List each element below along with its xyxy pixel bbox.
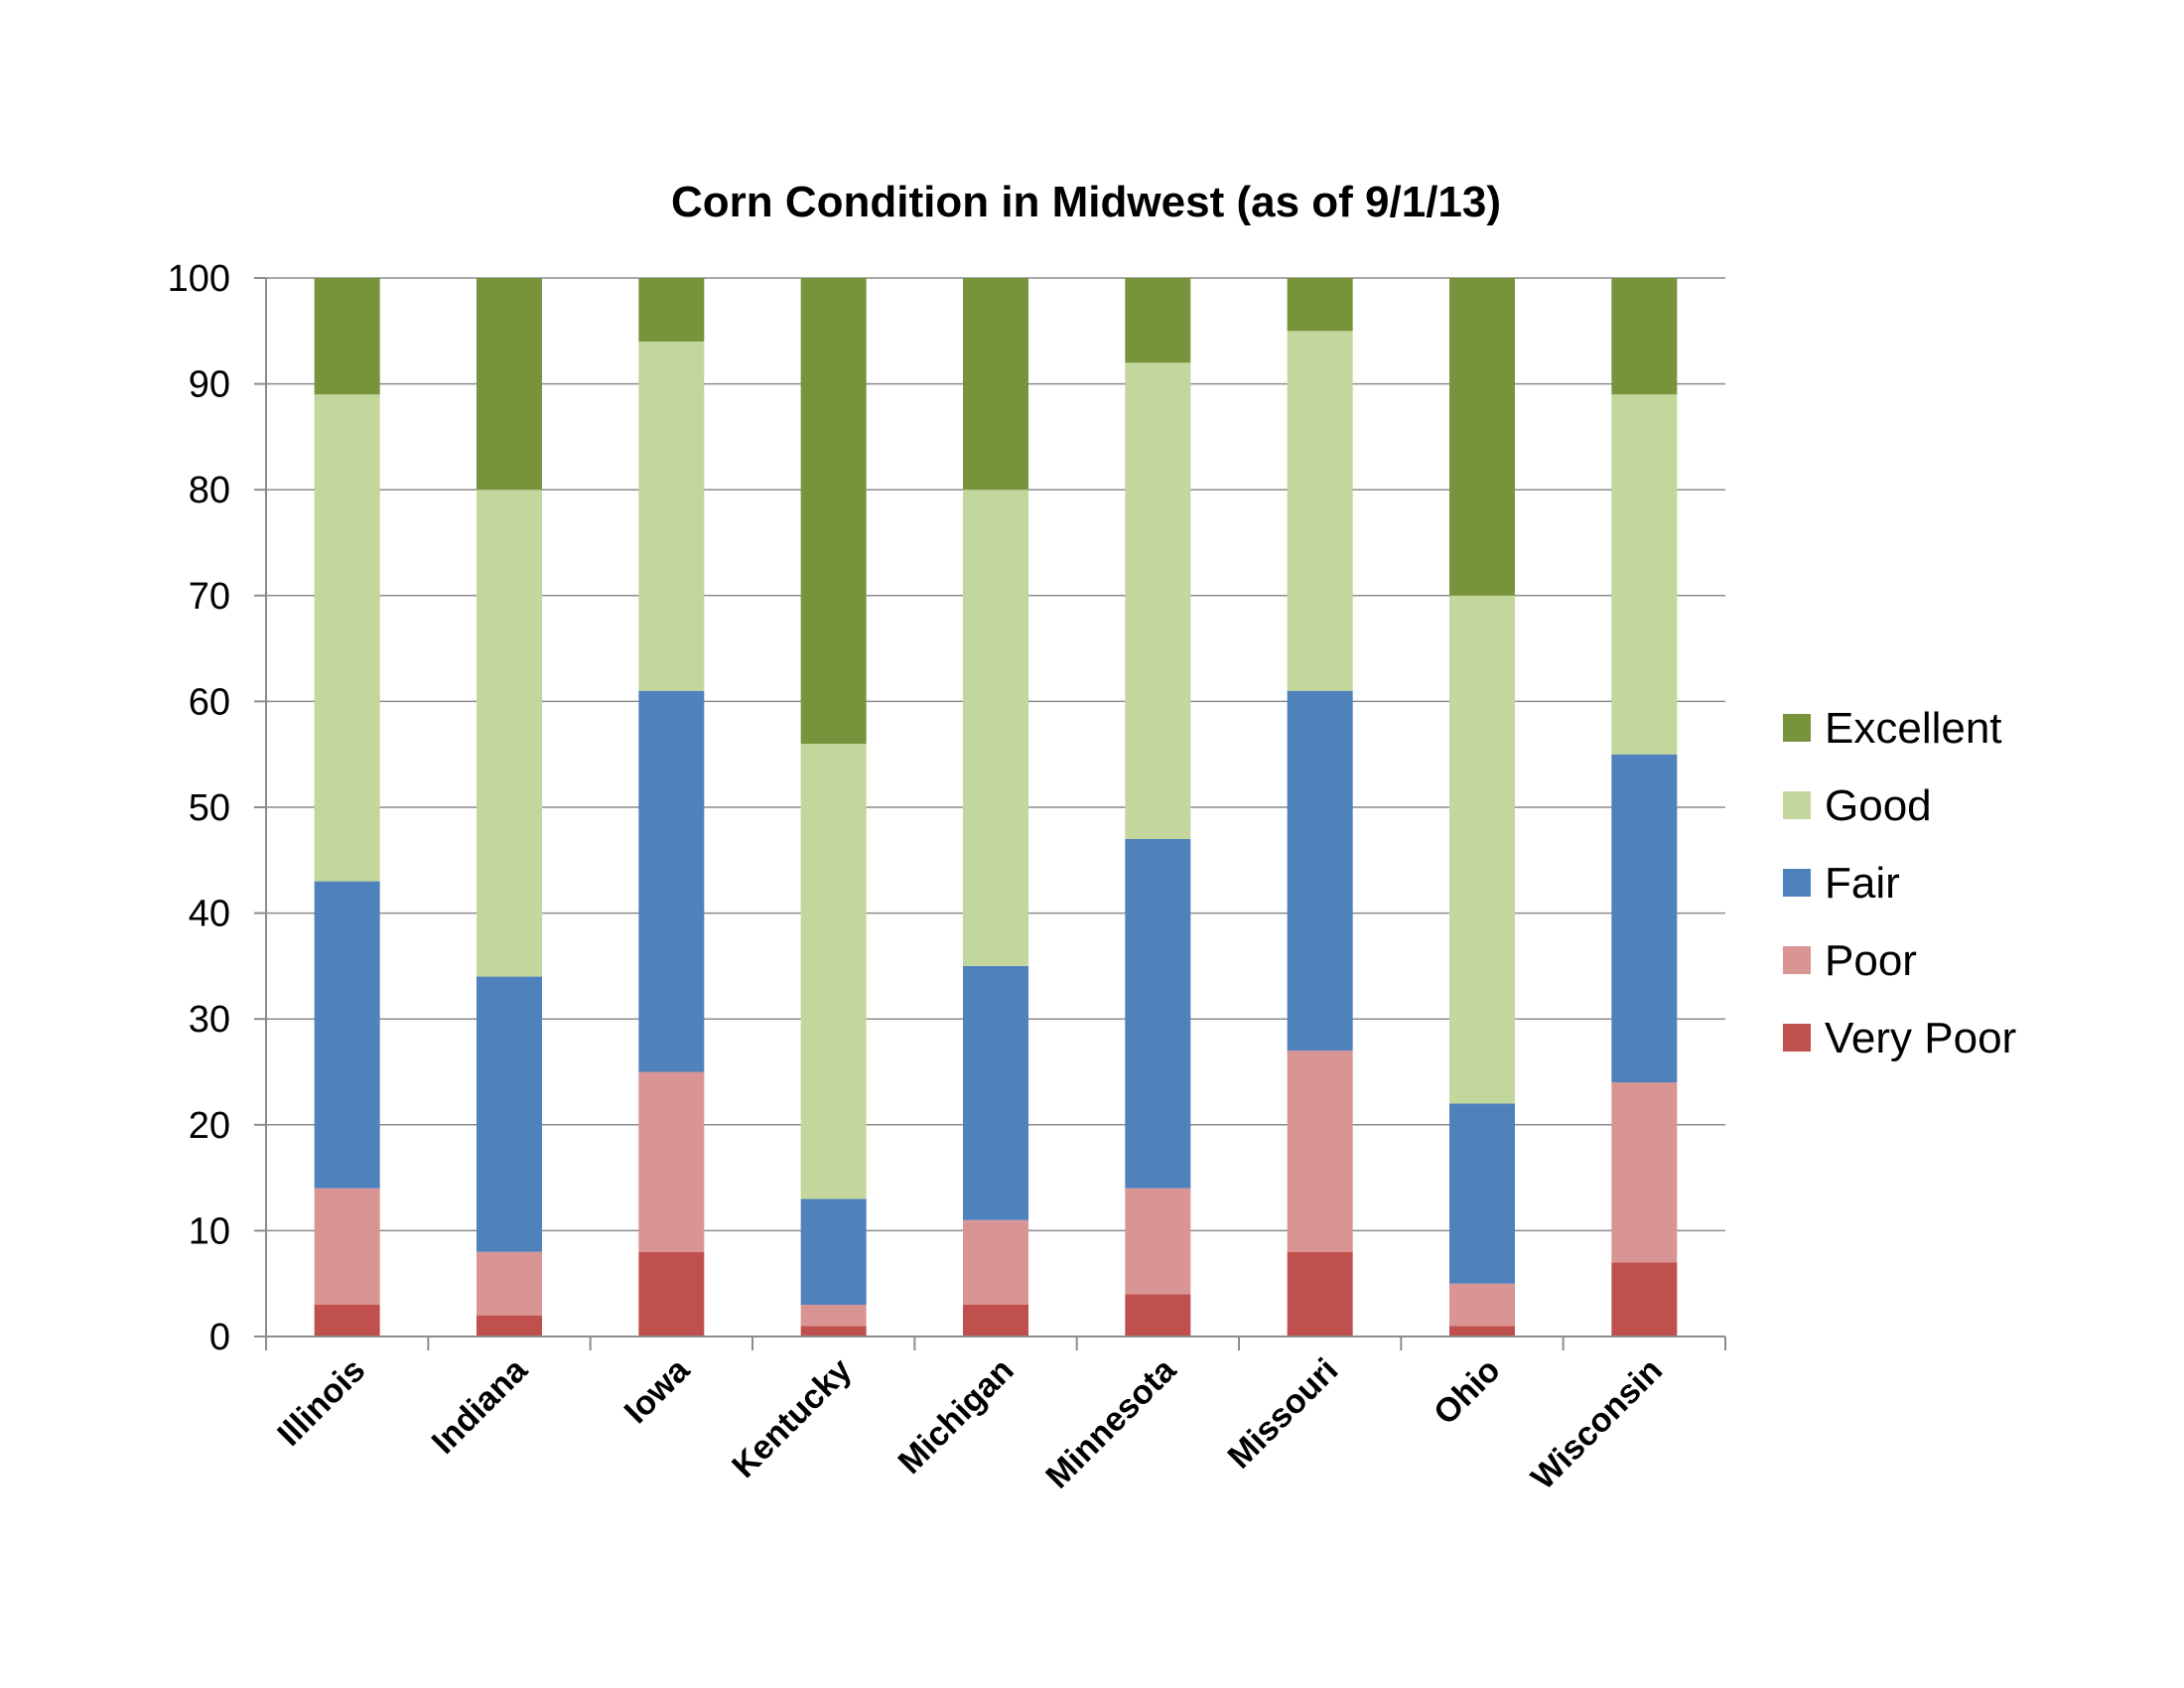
bar-segment-fair-illinois bbox=[314, 881, 380, 1189]
x-category-label: Minnesota bbox=[1038, 1350, 1184, 1496]
bar-segment-excellent-illinois bbox=[314, 278, 380, 395]
x-category-label: Michigan bbox=[891, 1351, 1022, 1481]
bar-segment-fair-iowa bbox=[638, 690, 705, 1072]
y-tick-label: 60 bbox=[189, 681, 230, 723]
bar-segment-very-poor-ohio bbox=[1449, 1326, 1515, 1336]
legend-label-very-poor: Very Poor bbox=[1825, 1014, 2016, 1062]
bar-segment-excellent-minnesota bbox=[1125, 278, 1191, 363]
y-tick-label: 70 bbox=[189, 576, 230, 618]
legend-swatch-very-poor bbox=[1783, 1024, 1811, 1052]
bar-segment-good-indiana bbox=[477, 490, 542, 977]
x-category-label: Kentucky bbox=[725, 1351, 859, 1485]
y-tick-label: 80 bbox=[189, 470, 230, 511]
bar-segment-excellent-wisconsin bbox=[1611, 278, 1678, 395]
y-tick-label: 10 bbox=[189, 1210, 230, 1252]
legend-swatch-good bbox=[1783, 791, 1811, 819]
bar-segment-very-poor-wisconsin bbox=[1611, 1262, 1678, 1336]
bar-segment-excellent-kentucky bbox=[800, 278, 867, 745]
x-category-label: Iowa bbox=[617, 1350, 698, 1431]
bars bbox=[314, 278, 1678, 1336]
y-tick-label: 50 bbox=[189, 787, 230, 829]
y-tick-label: 20 bbox=[189, 1105, 230, 1147]
y-tick-label: 100 bbox=[168, 258, 230, 300]
bar-segment-fair-kentucky bbox=[800, 1198, 867, 1306]
bar-segment-poor-michigan bbox=[963, 1219, 1028, 1306]
legend-label-good: Good bbox=[1825, 781, 1932, 830]
bar-segment-very-poor-illinois bbox=[314, 1305, 380, 1336]
bar-segment-very-poor-michigan bbox=[963, 1305, 1028, 1336]
y-tick-label: 90 bbox=[189, 364, 230, 406]
bar-segment-poor-minnesota bbox=[1125, 1188, 1191, 1295]
bar-segment-good-ohio bbox=[1449, 595, 1515, 1104]
bar-segment-good-wisconsin bbox=[1611, 394, 1678, 755]
bar-segment-good-michigan bbox=[963, 490, 1028, 966]
legend-label-excellent: Excellent bbox=[1825, 704, 2002, 753]
bar-segment-poor-ohio bbox=[1449, 1283, 1515, 1327]
bar-segment-poor-missouri bbox=[1287, 1051, 1353, 1252]
legend-swatch-excellent bbox=[1783, 714, 1811, 742]
x-category-label: Illinois bbox=[270, 1351, 372, 1454]
bar-segment-fair-wisconsin bbox=[1611, 754, 1678, 1083]
bar-segment-poor-kentucky bbox=[800, 1305, 867, 1327]
bar-segment-poor-iowa bbox=[638, 1071, 705, 1252]
bar-segment-good-illinois bbox=[314, 394, 380, 882]
bar-segment-good-kentucky bbox=[800, 744, 867, 1199]
bar-segment-good-missouri bbox=[1287, 331, 1353, 691]
x-category-label: Indiana bbox=[425, 1350, 536, 1462]
bar-segment-excellent-indiana bbox=[477, 278, 542, 491]
bar-segment-very-poor-iowa bbox=[638, 1251, 705, 1336]
bar-segment-fair-minnesota bbox=[1125, 838, 1191, 1189]
bar-segment-very-poor-kentucky bbox=[800, 1326, 867, 1336]
legend-label-fair: Fair bbox=[1825, 859, 1900, 908]
bar-segment-fair-ohio bbox=[1449, 1103, 1515, 1284]
legend-swatch-poor bbox=[1783, 946, 1811, 974]
legend-label-poor: Poor bbox=[1825, 936, 1917, 985]
bar-segment-poor-wisconsin bbox=[1611, 1082, 1678, 1263]
bar-segment-fair-missouri bbox=[1287, 690, 1353, 1052]
bar-segment-poor-illinois bbox=[314, 1188, 380, 1306]
bar-segment-good-iowa bbox=[638, 341, 705, 691]
bar-segment-excellent-iowa bbox=[638, 278, 705, 342]
y-tick-label: 30 bbox=[189, 999, 230, 1041]
x-category-label: Ohio bbox=[1427, 1351, 1508, 1433]
bar-segment-very-poor-indiana bbox=[477, 1315, 542, 1336]
y-tick-label: 0 bbox=[209, 1317, 230, 1358]
bar-segment-excellent-michigan bbox=[963, 278, 1028, 491]
legend: Excellent Good Fair Poor Very Poor bbox=[1783, 704, 2016, 1062]
y-tick-label: 40 bbox=[189, 894, 230, 935]
bar-segment-fair-michigan bbox=[963, 965, 1028, 1220]
bar-segment-very-poor-missouri bbox=[1287, 1251, 1353, 1336]
bar-segment-fair-indiana bbox=[477, 976, 542, 1252]
x-category-label: Wisconsin bbox=[1524, 1351, 1670, 1497]
bar-segment-very-poor-minnesota bbox=[1125, 1294, 1191, 1336]
legend-swatch-fair bbox=[1783, 869, 1811, 897]
chart-title: Corn Condition in Midwest (as of 9/1/13) bbox=[671, 178, 1501, 226]
x-category-label: Missouri bbox=[1221, 1351, 1346, 1477]
bar-segment-poor-indiana bbox=[477, 1251, 542, 1316]
bar-segment-excellent-ohio bbox=[1449, 278, 1515, 596]
bar-segment-excellent-missouri bbox=[1287, 278, 1353, 332]
bar-segment-good-minnesota bbox=[1125, 362, 1191, 839]
